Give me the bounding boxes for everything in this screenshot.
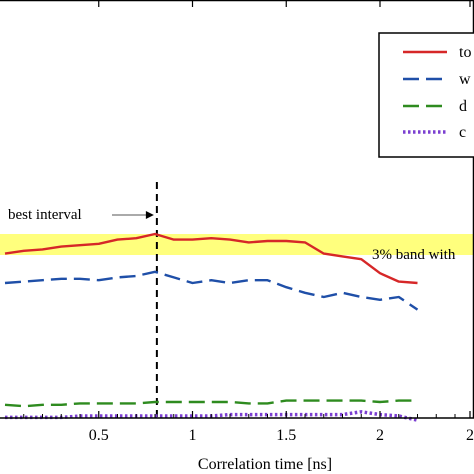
legend-box <box>378 32 474 158</box>
best-interval-layer <box>112 182 158 418</box>
legend-label-1: to <box>459 44 471 61</box>
tick-layer: 0.5 1 1.5 2 2 <box>23 0 474 444</box>
series-layer <box>4 232 419 422</box>
legend-label-4: c <box>459 124 466 141</box>
x-tick-label: 2 <box>376 427 384 444</box>
series-line-3 <box>4 399 418 408</box>
x-tick-label: 0.5 <box>89 427 109 444</box>
legend-label-3: d <box>459 98 467 115</box>
x-tick-label: 1.5 <box>276 427 296 444</box>
band-label: 3% band with <box>372 247 456 263</box>
series-line-2 <box>4 270 419 311</box>
legend: to wdc <box>378 32 474 158</box>
x-tick-label: 1 <box>189 427 197 444</box>
best-interval-label: best interval <box>8 207 82 223</box>
legend-label-2: w <box>459 71 471 88</box>
x-tick-label: 2 <box>466 427 474 444</box>
best-interval-arrowhead <box>145 211 154 219</box>
series-line-1 <box>4 232 418 285</box>
x-axis-label: Correlation time [ns] <box>198 456 332 473</box>
